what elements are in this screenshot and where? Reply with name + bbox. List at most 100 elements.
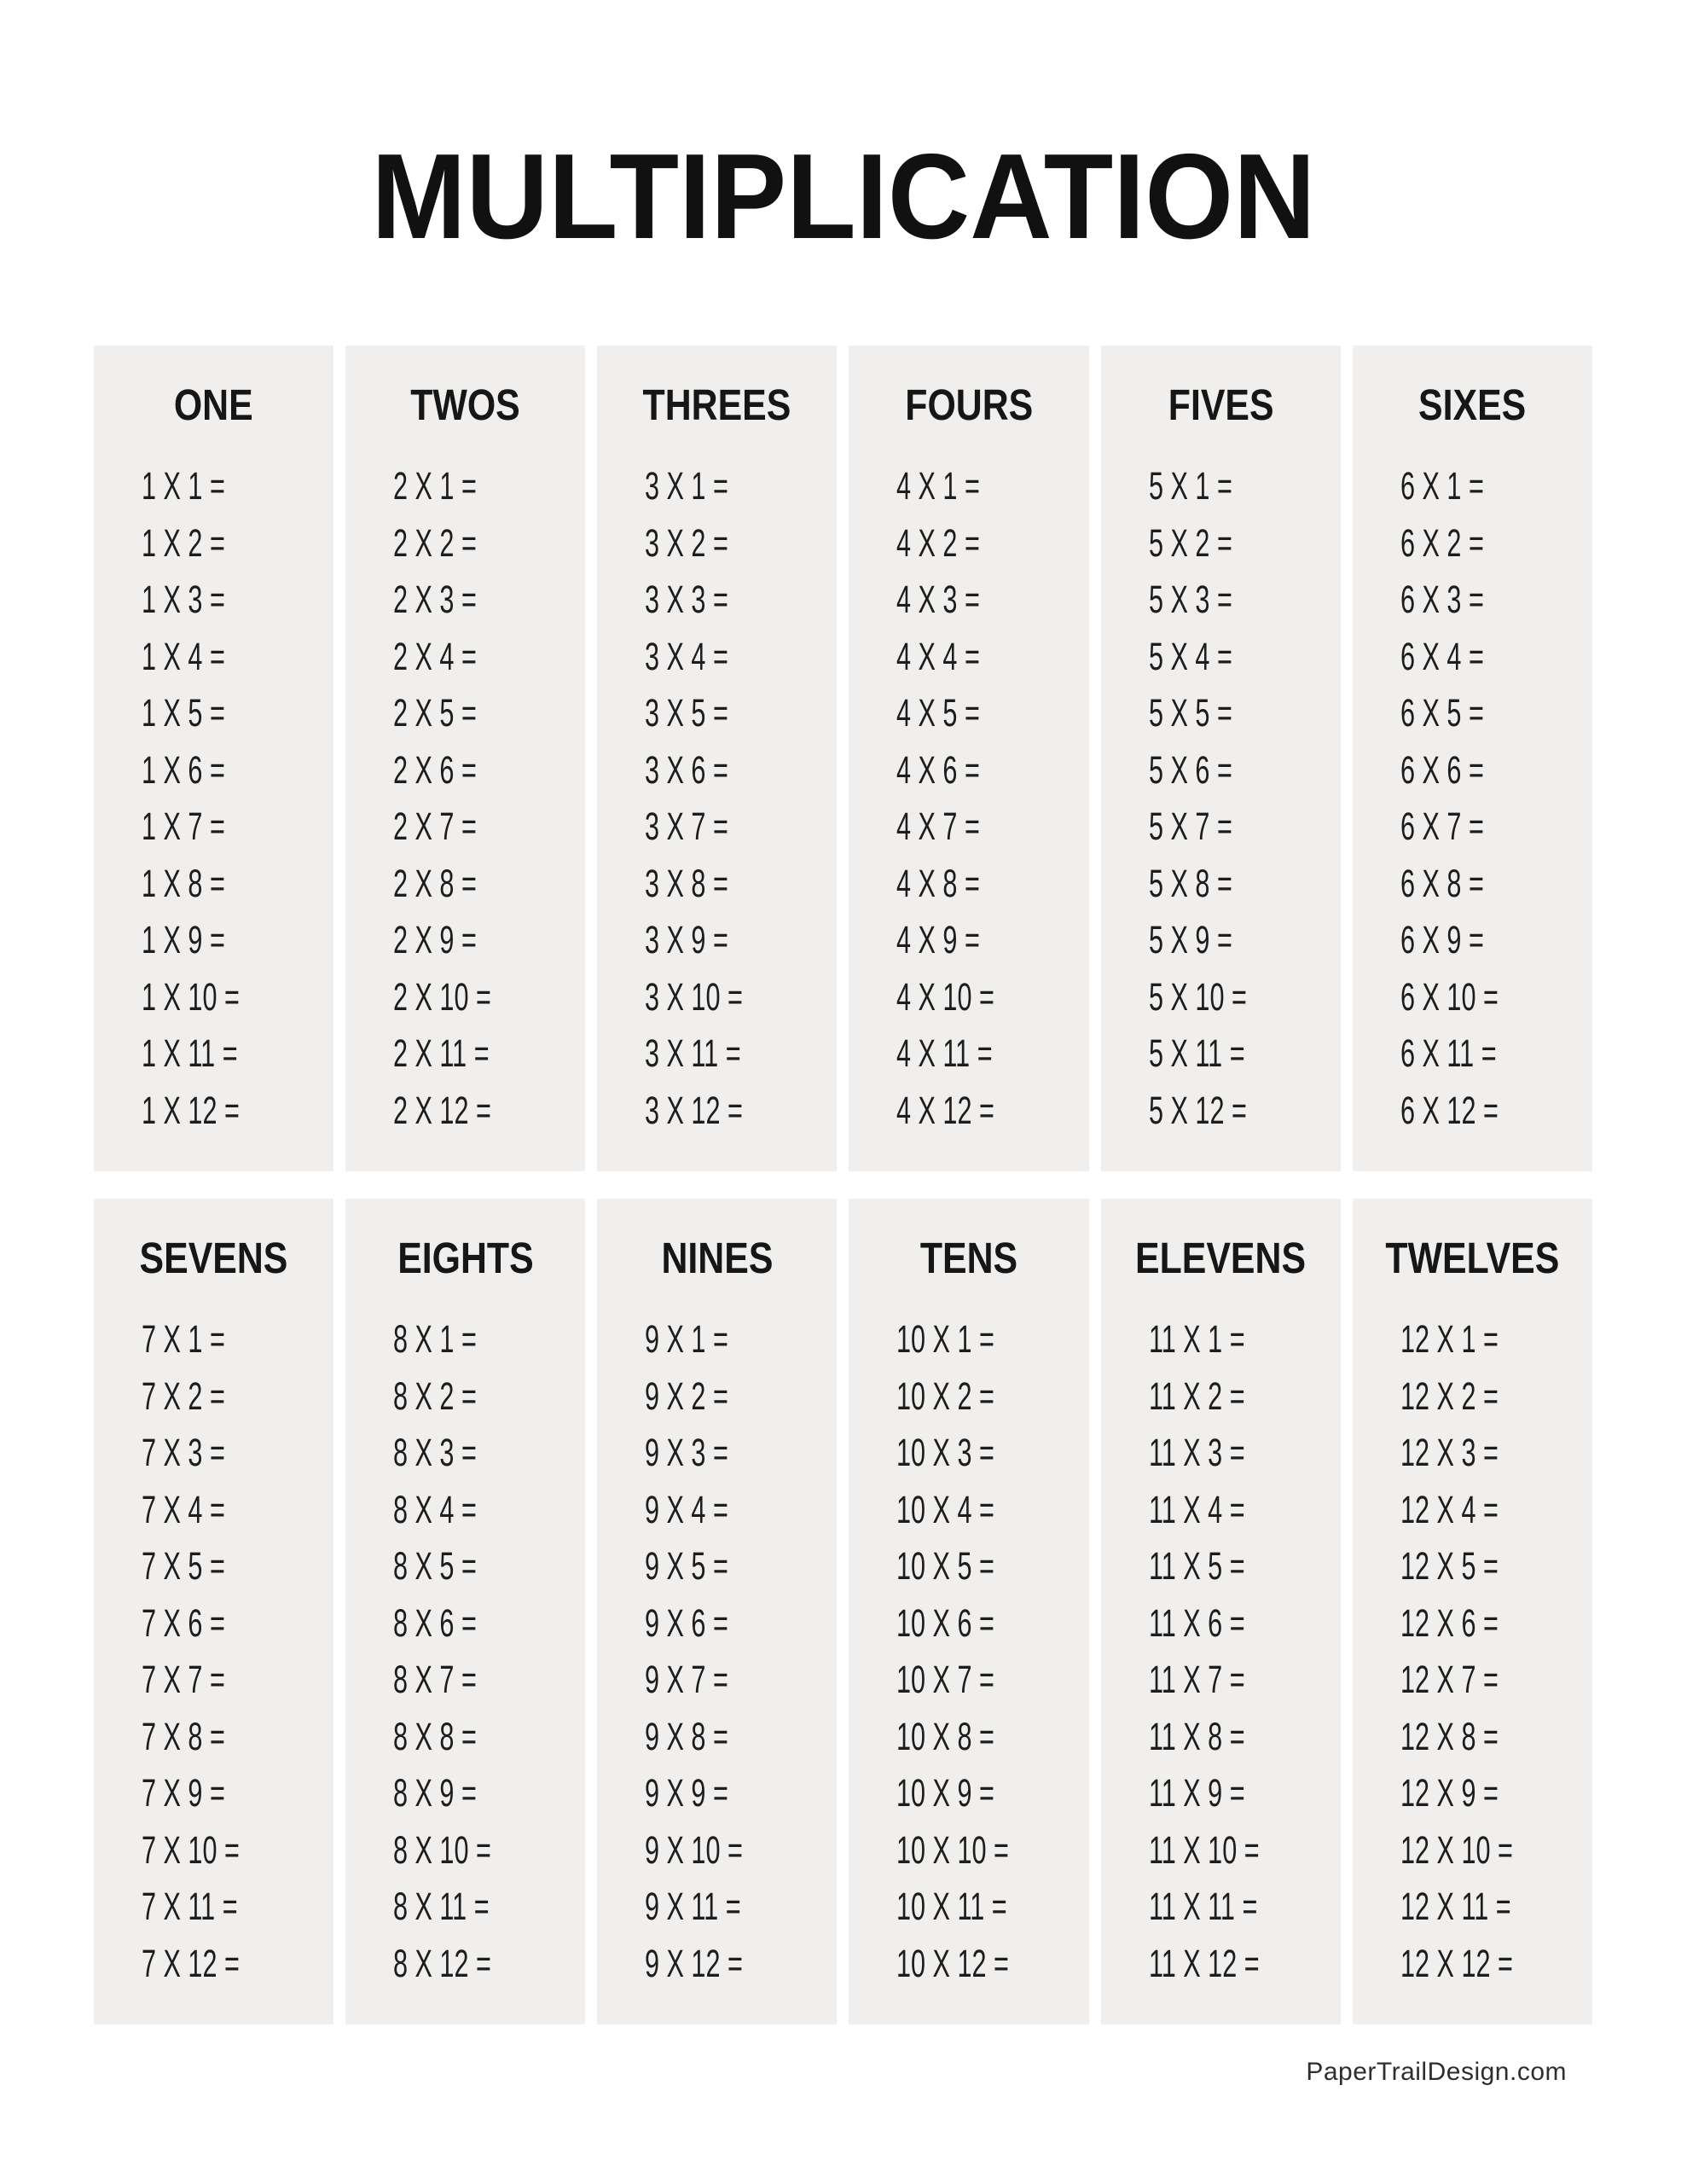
footer-credit: PaperTrailDesign.com	[1306, 2058, 1567, 2086]
equation-row: 3 X 4 =	[645, 634, 729, 678]
equation-row: 12 X 9 =	[1400, 1771, 1499, 1815]
equation-list: 9 X 1 = 9 X 2 = 9 X 3 = 9 X 4 = 9 X 5 = …	[597, 1311, 837, 1992]
table-header: SEVENS	[94, 1234, 333, 1282]
equation-row: 3 X 9 =	[645, 918, 729, 961]
equation-row: 8 X 8 =	[393, 1714, 477, 1758]
equation-row: 5 X 4 =	[1148, 634, 1232, 678]
equation-row: 4 X 8 =	[896, 861, 981, 905]
equation-row: 8 X 11 =	[393, 1885, 490, 1928]
equation-row: 10 X 3 =	[896, 1431, 995, 1474]
equation-row: 4 X 4 =	[896, 634, 981, 678]
equation-list: 6 X 1 = 6 X 2 = 6 X 3 = 6 X 4 = 6 X 5 = …	[1353, 458, 1592, 1139]
equation-row: 12 X 12 =	[1400, 1941, 1513, 1985]
equation-row: 6 X 8 =	[1400, 861, 1484, 905]
page-title-text: MULTIPLICATION	[371, 129, 1316, 264]
equation-row: 7 X 1 =	[142, 1317, 225, 1361]
equation-row: 4 X 12 =	[896, 1088, 995, 1132]
equation-row: 12 X 6 =	[1400, 1600, 1499, 1645]
equation-row: 7 X 7 =	[142, 1658, 225, 1701]
equation-row: 11 X 8 =	[1148, 1714, 1245, 1758]
equation-row: 2 X 11 =	[393, 1031, 490, 1075]
equation-row: 8 X 9 =	[393, 1771, 477, 1815]
equation-row: 12 X 4 =	[1400, 1487, 1499, 1531]
equation-row: 10 X 9 =	[896, 1771, 995, 1815]
times-table-block: TWELVES 12 X 1 = 12 X 2 = 12 X 3 = 12 X …	[1352, 1199, 1592, 2024]
equation-row: 10 X 1 =	[896, 1317, 995, 1361]
times-table-block: TWOS 2 X 1 = 2 X 2 = 2 X 3 = 2 X 4 = 2 X…	[345, 346, 586, 1171]
table-header-text: SIXES	[1418, 380, 1527, 429]
equation-list: 5 X 1 = 5 X 2 = 5 X 3 = 5 X 4 = 5 X 5 = …	[1101, 458, 1341, 1139]
table-header-text: ELEVENS	[1135, 1234, 1307, 1282]
equation-row: 5 X 10 =	[1148, 974, 1247, 1019]
equation-row: 7 X 12 =	[142, 1941, 240, 1985]
equation-row: 10 X 6 =	[896, 1600, 995, 1645]
table-header: NINES	[597, 1234, 837, 1282]
equation-list: 4 X 1 = 4 X 2 = 4 X 3 = 4 X 4 = 4 X 5 = …	[849, 458, 1088, 1139]
equation-row: 8 X 6 =	[393, 1600, 477, 1645]
equation-row: 12 X 1 =	[1400, 1317, 1499, 1361]
times-table-block: TENS 10 X 1 = 10 X 2 = 10 X 3 = 10 X 4 =…	[849, 1199, 1089, 2024]
equation-row: 3 X 5 =	[645, 691, 729, 735]
times-table-block: SEVENS 7 X 1 = 7 X 2 = 7 X 3 = 7 X 4 = 7…	[94, 1199, 334, 2024]
equation-row: 5 X 1 =	[1148, 464, 1232, 508]
equation-row: 6 X 4 =	[1400, 634, 1484, 678]
equation-row: 5 X 11 =	[1148, 1031, 1245, 1075]
table-header-text: FIVES	[1168, 380, 1274, 429]
equation-row: 8 X 5 =	[393, 1544, 477, 1588]
equation-row: 9 X 9 =	[645, 1771, 729, 1815]
equation-row: 3 X 1 =	[645, 464, 729, 508]
equation-row: 5 X 2 =	[1148, 520, 1232, 565]
equation-row: 1 X 2 =	[142, 520, 225, 565]
equation-row: 7 X 4 =	[142, 1487, 225, 1531]
equation-row: 7 X 8 =	[142, 1714, 225, 1758]
equation-row: 12 X 7 =	[1400, 1658, 1499, 1701]
equation-row: 6 X 2 =	[1400, 520, 1484, 565]
equation-row: 10 X 10 =	[896, 1827, 1010, 1872]
equation-row: 8 X 3 =	[393, 1431, 477, 1474]
equation-list: 7 X 1 = 7 X 2 = 7 X 3 = 7 X 4 = 7 X 5 = …	[94, 1311, 333, 1992]
equation-row: 5 X 8 =	[1148, 861, 1232, 905]
equation-row: 7 X 11 =	[142, 1885, 238, 1928]
equation-row: 9 X 3 =	[645, 1431, 729, 1474]
equation-row: 11 X 7 =	[1148, 1658, 1245, 1701]
equation-row: 3 X 11 =	[645, 1031, 741, 1075]
equation-row: 4 X 2 =	[896, 520, 981, 565]
table-header: TWELVES	[1353, 1234, 1592, 1282]
table-header: THREES	[597, 381, 837, 429]
table-header-text: FOURS	[905, 380, 1034, 429]
times-table-block: EIGHTS 8 X 1 = 8 X 2 = 8 X 3 = 8 X 4 = 8…	[345, 1199, 586, 2024]
equation-row: 11 X 5 =	[1148, 1544, 1245, 1588]
equation-row: 11 X 1 =	[1148, 1317, 1245, 1361]
equation-row: 2 X 1 =	[393, 464, 477, 508]
equation-row: 7 X 2 =	[142, 1374, 225, 1418]
equation-row: 9 X 11 =	[645, 1885, 741, 1928]
equation-row: 7 X 3 =	[142, 1431, 225, 1474]
equation-row: 12 X 8 =	[1400, 1714, 1499, 1758]
equation-row: 9 X 6 =	[645, 1600, 729, 1645]
equation-row: 2 X 2 =	[393, 520, 477, 565]
equation-row: 6 X 6 =	[1400, 747, 1484, 792]
table-header: TENS	[849, 1234, 1088, 1282]
equation-row: 8 X 1 =	[393, 1317, 477, 1361]
equation-row: 8 X 12 =	[393, 1941, 492, 1985]
equation-row: 10 X 4 =	[896, 1487, 995, 1531]
equation-row: 11 X 6 =	[1148, 1600, 1245, 1645]
page-title: MULTIPLICATION	[0, 136, 1687, 258]
table-header: FIVES	[1101, 381, 1341, 429]
equation-row: 12 X 5 =	[1400, 1544, 1499, 1588]
equation-row: 3 X 6 =	[645, 747, 729, 792]
equation-row: 10 X 7 =	[896, 1658, 995, 1701]
table-header-text: ONE	[174, 380, 254, 429]
equation-row: 6 X 9 =	[1400, 918, 1484, 961]
equation-row: 11 X 9 =	[1148, 1771, 1245, 1815]
table-header: TWOS	[345, 381, 585, 429]
equation-row: 1 X 12 =	[142, 1088, 240, 1132]
equation-row: 1 X 8 =	[142, 861, 225, 905]
equation-row: 6 X 3 =	[1400, 578, 1484, 621]
equation-row: 3 X 3 =	[645, 578, 729, 621]
table-header-text: SEVENS	[139, 1234, 288, 1282]
table-header-text: TWOS	[410, 380, 520, 429]
equation-row: 9 X 4 =	[645, 1487, 729, 1531]
equation-row: 2 X 10 =	[393, 974, 492, 1019]
